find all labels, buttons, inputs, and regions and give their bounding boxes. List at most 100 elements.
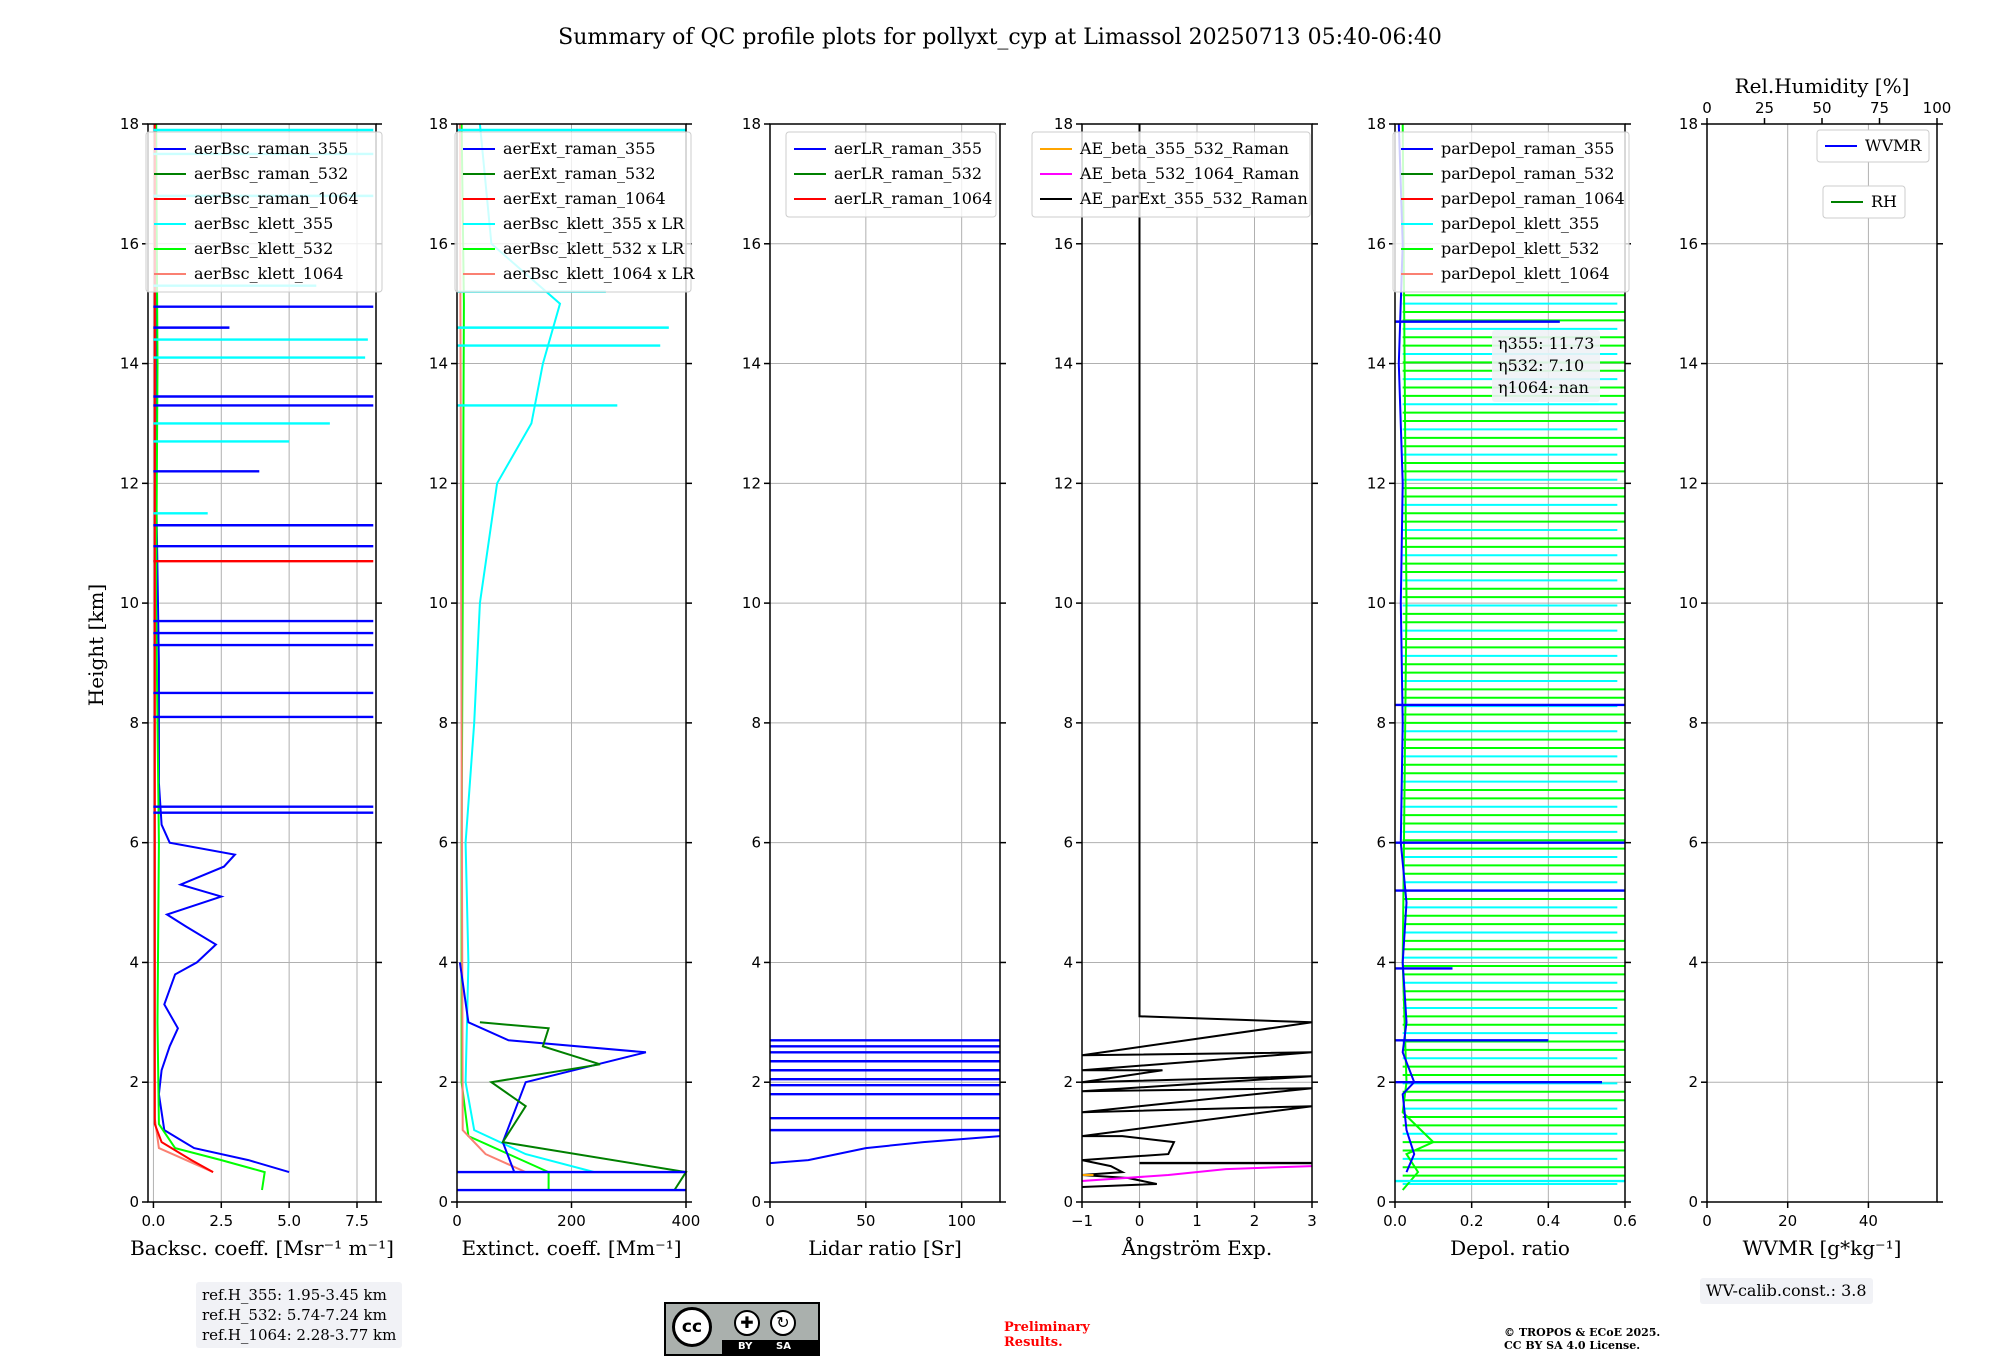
x-tick-label: 0.2 bbox=[1460, 1212, 1484, 1230]
series-parDepol_raman_355 bbox=[1397, 123, 1416, 1173]
y-tick-label: 18 bbox=[120, 115, 139, 133]
cc-license-badge: cc ✚ ↻ BY SA bbox=[664, 1302, 820, 1356]
y-tick-label: 0 bbox=[751, 1193, 761, 1211]
legend-label: parDepol_raman_355 bbox=[1441, 139, 1614, 158]
series-aerBsc_raman_1064 bbox=[153, 124, 214, 1173]
legend-label: aerBsc_klett_355 bbox=[194, 214, 333, 233]
wv-calibration-note: WV-calib.const.: 3.8 bbox=[1700, 1278, 1873, 1304]
top-x-tick-label: 25 bbox=[1755, 99, 1774, 117]
y-tick-label: 14 bbox=[429, 355, 448, 373]
preliminary-results-note: Preliminary Results. bbox=[1004, 1320, 1090, 1350]
series-aerBsc_raman_355 bbox=[155, 124, 290, 1174]
y-tick-label: 16 bbox=[1054, 235, 1073, 253]
y-tick-label: 10 bbox=[1679, 594, 1698, 612]
legend-label: aerExt_raman_355 bbox=[503, 139, 656, 158]
legend-label: WVMR bbox=[1865, 136, 1922, 155]
legend-box bbox=[145, 131, 383, 293]
x-tick-label: −1 bbox=[1071, 1212, 1093, 1230]
series-aerExt_raman_532 bbox=[479, 1021, 688, 1191]
y-tick-label: 12 bbox=[120, 474, 139, 492]
legend-label: aerBsc_klett_355 x LR bbox=[503, 214, 685, 233]
y-tick-label: 0 bbox=[1688, 1193, 1698, 1211]
y-tick-label: 18 bbox=[1679, 115, 1698, 133]
legend-label: aerBsc_klett_1064 bbox=[194, 264, 343, 283]
y-tick-label: 14 bbox=[1054, 355, 1073, 373]
y-tick-label: 10 bbox=[120, 594, 139, 612]
y-tick-label: 10 bbox=[1367, 594, 1386, 612]
y-tick-label: 14 bbox=[1679, 355, 1698, 373]
x-tick-label: 2 bbox=[1250, 1212, 1260, 1230]
badge-label-strip: BY SA bbox=[722, 1340, 818, 1354]
y-tick-label: 12 bbox=[1054, 474, 1073, 492]
x-axis-label: Depol. ratio bbox=[1450, 1236, 1570, 1260]
series-aerBsc_klett_532 bbox=[155, 123, 266, 1191]
by-label: BY bbox=[738, 1341, 753, 1352]
legend: aerLR_raman_355 aerLR_raman_532 aerLR_rama… bbox=[785, 131, 997, 218]
x-tick-label: 0.6 bbox=[1613, 1212, 1637, 1230]
x-axis-label: Backsc. coeff. [Msr⁻¹ m⁻¹] bbox=[130, 1236, 394, 1260]
y-tick-label: 14 bbox=[742, 355, 761, 373]
ref-height-355: ref.H_355: 1.95-3.45 km bbox=[202, 1286, 387, 1304]
x-tick-label: 0.4 bbox=[1536, 1212, 1560, 1230]
y-tick-label: 0 bbox=[1376, 1193, 1386, 1211]
series-aerBsc_klett_355 x LR bbox=[464, 123, 595, 1174]
legend-label: parDepol_klett_532 bbox=[1441, 239, 1599, 258]
y-tick-label: 10 bbox=[742, 594, 761, 612]
series-aerBsc_klett_1064 x LR bbox=[458, 123, 527, 1174]
y-tick-label: 16 bbox=[1367, 235, 1386, 253]
x-axis-label: Lidar ratio [Sr] bbox=[808, 1236, 962, 1260]
panel-frame bbox=[1706, 123, 1938, 1203]
panel-lidar_ratio: 0 2 4 6 8 10 12 14 16 18 0 50 100 Lidar ratio [Sr] aer… bbox=[742, 115, 1006, 1260]
y-tick-label: 4 bbox=[129, 953, 139, 971]
eta-1064: η1064: nan bbox=[1498, 378, 1589, 397]
legend-box bbox=[454, 131, 692, 293]
y-tick-label: 4 bbox=[1688, 953, 1698, 971]
legend-label: AE_beta_532_1064_Raman bbox=[1079, 164, 1299, 183]
top-x-axis-label: Rel.Humidity [%] bbox=[1735, 74, 1910, 98]
y-tick-label: 8 bbox=[438, 714, 448, 732]
y-tick-label: 16 bbox=[1679, 235, 1698, 253]
legend-label: aerLR_raman_355 bbox=[834, 139, 982, 158]
x-tick-label: 0 bbox=[765, 1212, 775, 1230]
top-x-tick-label: 75 bbox=[1870, 99, 1889, 117]
copyright-note: © TROPOS & ECoE 2025. CC BY SA 4.0 Licen… bbox=[1504, 1326, 1660, 1352]
legend-label: parDepol_raman_1064 bbox=[1441, 189, 1625, 208]
legend: parDepol_raman_355 parDepol_raman_532 parD… bbox=[1392, 131, 1630, 293]
series-aerLR_raman_355 bbox=[769, 1135, 1001, 1165]
top-x-tick-label: 0 bbox=[1702, 99, 1712, 117]
panel-depolarization: 0 2 4 6 8 10 12 14 16 18 0.0 0.2 0.4 0.6 Depol. ratio p… bbox=[1367, 115, 1637, 1260]
sa-share-icon: ↻ bbox=[770, 1310, 796, 1336]
legend-label: aerBsc_raman_355 bbox=[194, 139, 348, 158]
y-tick-label: 6 bbox=[438, 834, 448, 852]
x-tick-label: 40 bbox=[1859, 1212, 1878, 1230]
x-tick-label: 7.5 bbox=[345, 1212, 369, 1230]
x-tick-label: 20 bbox=[1778, 1212, 1797, 1230]
y-tick-label: 2 bbox=[438, 1073, 448, 1091]
legend-label: aerLR_raman_1064 bbox=[834, 189, 992, 208]
eta-532: η532: 7.10 bbox=[1498, 356, 1585, 375]
legend: aerExt_raman_355 aerExt_raman_532 aerExt_r… bbox=[454, 131, 695, 293]
y-tick-label: 16 bbox=[429, 235, 448, 253]
x-tick-label: 100 bbox=[947, 1212, 976, 1230]
ref-height-1064: ref.H_1064: 2.28-3.77 km bbox=[202, 1326, 397, 1344]
y-tick-label: 8 bbox=[129, 714, 139, 732]
y-tick-label: 2 bbox=[1688, 1073, 1698, 1091]
y-tick-label: 16 bbox=[742, 235, 761, 253]
y-tick-label: 4 bbox=[438, 953, 448, 971]
y-tick-label: 10 bbox=[1054, 594, 1073, 612]
y-tick-label: 12 bbox=[1367, 474, 1386, 492]
legend-label: aerExt_raman_532 bbox=[503, 164, 656, 183]
x-tick-label: 0.0 bbox=[141, 1212, 165, 1230]
wv-calib-constant: WV-calib.const.: 3.8 bbox=[1706, 1281, 1867, 1300]
legend-label: aerExt_raman_1064 bbox=[503, 189, 666, 208]
x-axis-label: WVMR [g*kg⁻¹] bbox=[1743, 1236, 1902, 1260]
legend-label: aerBsc_klett_532 x LR bbox=[503, 239, 685, 258]
panel-frame bbox=[147, 123, 377, 1203]
y-tick-label: 16 bbox=[120, 235, 139, 253]
legend-box bbox=[1392, 131, 1630, 293]
panel-frame bbox=[1394, 123, 1626, 1203]
legend-label: RH bbox=[1871, 192, 1897, 211]
legend-label: parDepol_klett_355 bbox=[1441, 214, 1599, 233]
